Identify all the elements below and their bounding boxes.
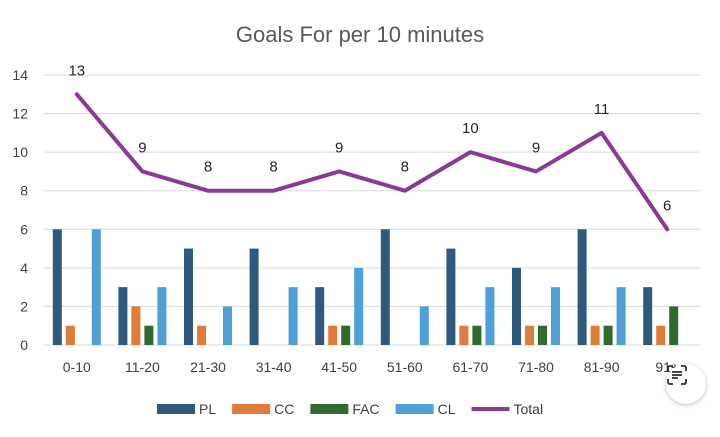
bar-fac-71-80 (538, 325, 547, 345)
legend-label-cc: CC (274, 401, 294, 417)
y-tick-label: 10 (12, 144, 28, 160)
legend-label-pl: PL (199, 401, 216, 417)
y-axis-ticks: 0 2 4 6 8 10 12 14 (12, 67, 28, 353)
bar-pl-0-10 (52, 229, 62, 345)
total-data-label: 6 (663, 197, 671, 214)
x-tick-label: 41-50 (321, 359, 357, 375)
x-tick-label: 11-20 (125, 359, 160, 375)
lens-scan-icon (667, 365, 687, 385)
x-axis-ticks: 0-10 11-20 21-30 31-40 41-50 51-60 61-70 71-80 8… (63, 359, 679, 375)
legend-label-fac: FAC (352, 401, 379, 417)
bar-pl-71-80 (512, 267, 521, 345)
x-tick-label: 31-40 (256, 359, 292, 375)
legend-swatch-fac (310, 404, 349, 414)
bar-pl-21-30 (184, 248, 193, 345)
legend-swatch-cl (395, 404, 434, 414)
total-data-labels: 13 9 8 8 9 8 10 9 11 6 (68, 62, 671, 214)
y-tick-label: 14 (12, 67, 28, 83)
bar-pl-41-50 (315, 287, 325, 345)
bar-cc-11-20 (131, 306, 141, 345)
total-data-label: 13 (68, 62, 85, 79)
bar-pl-51-60 (380, 229, 390, 345)
total-data-label: 9 (532, 139, 540, 156)
legend-swatch-pl (157, 404, 195, 414)
y-tick-label: 6 (20, 221, 28, 237)
bar-cl-41-50 (354, 267, 364, 345)
bar-cc-0-10 (65, 325, 75, 345)
x-tick-label: 81-90 (584, 359, 620, 375)
bar-cc-71-80 (525, 325, 534, 345)
lens-scan-button[interactable] (666, 364, 706, 404)
total-data-label: 8 (401, 159, 409, 176)
total-data-label: 9 (335, 139, 343, 156)
x-tick-label: 51-60 (387, 359, 423, 375)
total-line-group (74, 92, 670, 232)
bar-cc-41-50 (328, 325, 338, 345)
legend-label-cl: CL (438, 401, 456, 417)
x-tick-label: 71-80 (518, 359, 554, 375)
bar-cc-21-30 (197, 325, 206, 345)
bar-cl-0-10 (91, 229, 101, 345)
bar-fac-11-20 (144, 325, 154, 345)
bar-cc-81-90 (590, 325, 600, 345)
bar-pl-31-40 (249, 248, 259, 345)
bar-pl-81-90 (577, 229, 587, 345)
bar-cl-31-40 (288, 287, 298, 345)
y-tick-label: 8 (20, 183, 28, 199)
bar-pl-11-20 (118, 287, 128, 345)
legend-swatch-cc (232, 404, 271, 414)
grid-lines (44, 74, 700, 346)
bar-cl-61-70 (485, 287, 495, 345)
bar-cc-91+ (656, 325, 666, 345)
bar-fac-81-90 (603, 325, 613, 345)
bar-fac-41-50 (341, 325, 351, 345)
bar-cl-81-90 (616, 287, 626, 345)
chart-title: Goals For per 10 minutes (236, 22, 484, 47)
total-data-label: 9 (138, 139, 146, 156)
bar-cl-11-20 (157, 287, 167, 345)
bar-pl-61-70 (446, 248, 456, 345)
total-line (74, 92, 670, 232)
y-tick-label: 12 (12, 106, 28, 122)
legend: PL CC FAC CL Total (157, 401, 543, 417)
total-data-label: 8 (269, 159, 277, 176)
total-data-label: 8 (204, 159, 212, 176)
bar-cc-61-70 (459, 325, 469, 345)
y-tick-label: 4 (20, 260, 28, 276)
bar-cl-71-80 (551, 287, 560, 345)
total-data-label: 11 (594, 101, 610, 118)
legend-label-total: Total (514, 401, 544, 417)
bar-cl-21-30 (223, 306, 232, 345)
total-data-label: 10 (462, 120, 479, 137)
x-tick-label: 0-10 (63, 359, 91, 375)
bar-pl-91+ (643, 287, 653, 345)
x-tick-label: 61-70 (452, 359, 488, 375)
bar-fac-61-70 (472, 325, 482, 345)
bar-fac-91+ (669, 306, 679, 345)
bars (52, 229, 679, 345)
x-tick-label: 21-30 (190, 359, 226, 375)
y-tick-label: 0 (20, 337, 28, 353)
bar-cl-51-60 (419, 306, 429, 345)
y-tick-label: 2 (20, 298, 28, 314)
